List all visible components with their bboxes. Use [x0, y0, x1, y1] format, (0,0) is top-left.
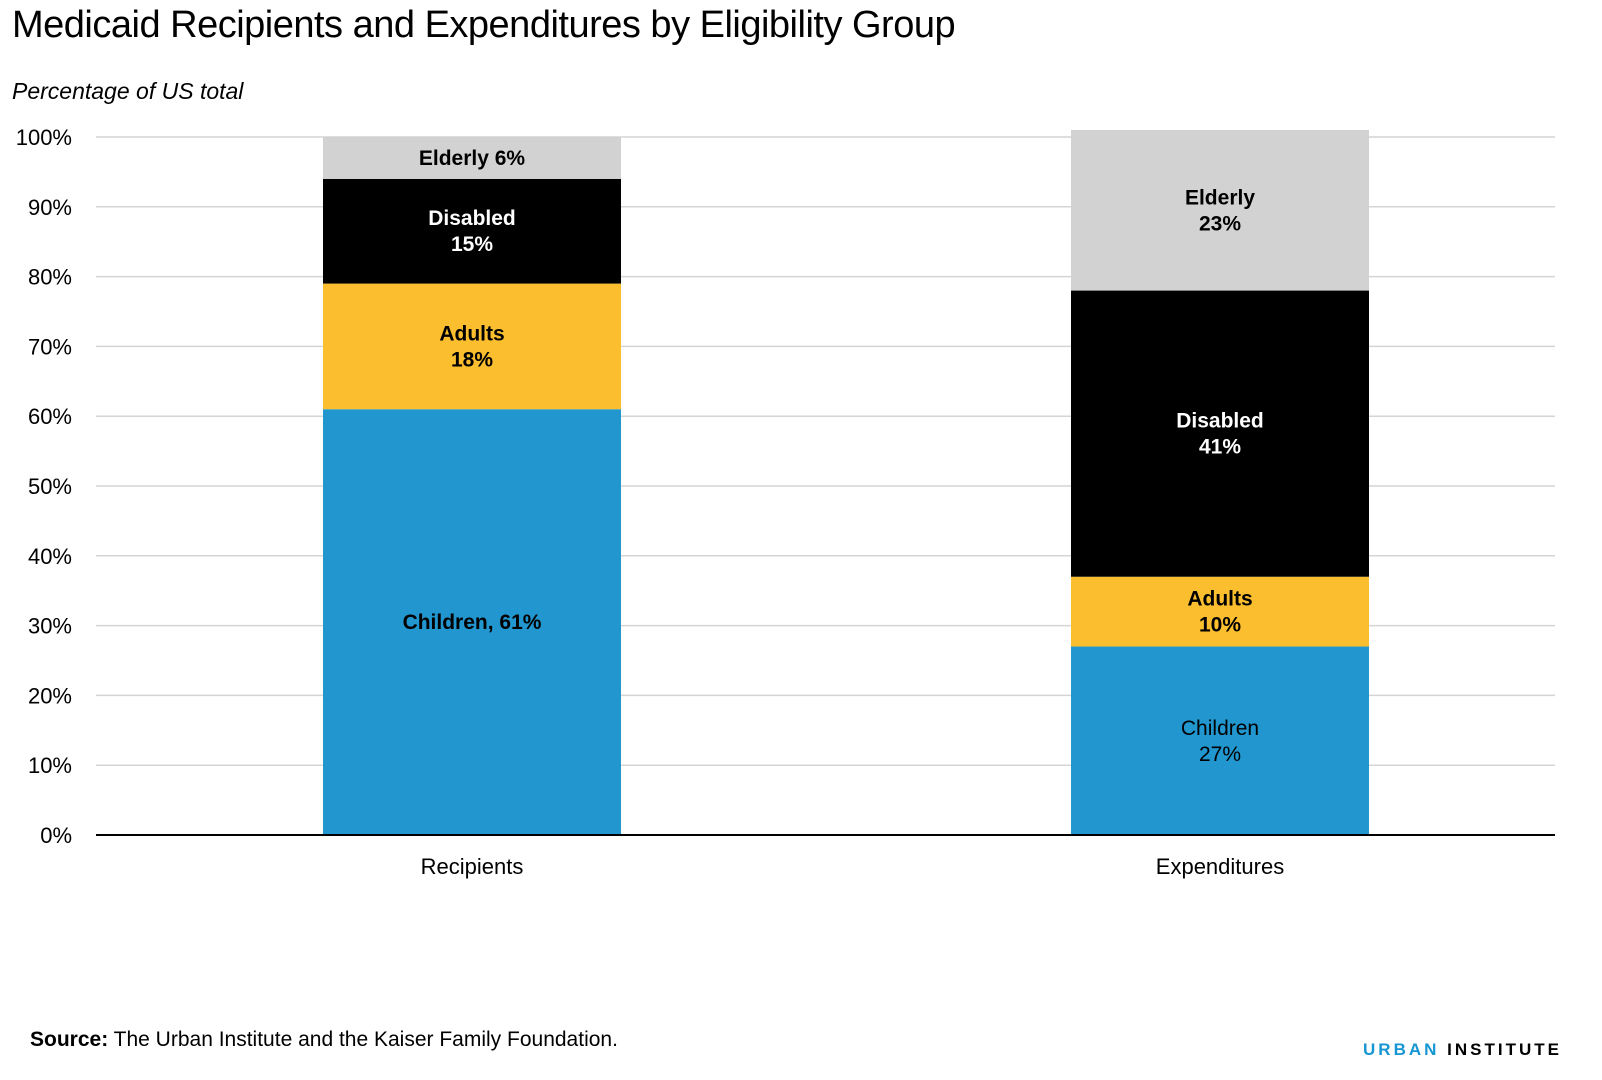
data-label-children: 27%	[1199, 743, 1241, 766]
y-tick-label: 0%	[40, 823, 72, 848]
data-label-children: Children	[1181, 717, 1259, 740]
data-label-adults: 18%	[451, 348, 493, 371]
data-label-disabled: Disabled	[428, 207, 516, 230]
source-note: Source: The Urban Institute and the Kais…	[30, 1028, 618, 1052]
y-axis-tick-labels: 0% 10% 20% 30% 40% 50% 60% 70% 80% 90% 100%	[16, 125, 72, 848]
bars	[323, 130, 1369, 835]
x-category-label: Recipients	[421, 854, 524, 879]
y-tick-label: 50%	[28, 474, 72, 499]
logo-word-institute: INSTITUTE	[1447, 1040, 1562, 1059]
urban-institute-logo: URBAN INSTITUTE	[1363, 1040, 1562, 1060]
bar-segment-disabled	[1071, 290, 1369, 577]
bar-segment-adults	[1071, 576, 1369, 647]
data-label-adults: 10%	[1199, 614, 1241, 637]
bar-segment-children	[1071, 646, 1369, 835]
y-tick-label: 40%	[28, 544, 72, 569]
source-text: The Urban Institute and the Kaiser Famil…	[113, 1028, 618, 1051]
bar-segment-elderly	[1071, 130, 1369, 291]
stacked-bar-chart: 0% 10% 20% 30% 40% 50% 60% 70% 80% 90% 100% Childr…	[16, 125, 1555, 879]
y-tick-label: 90%	[28, 195, 72, 220]
data-label-disabled: 15%	[451, 233, 493, 256]
bar-segment-children	[323, 409, 621, 835]
y-tick-label: 30%	[28, 614, 72, 639]
y-tick-label: 80%	[28, 265, 72, 290]
data-label-disabled: 41%	[1199, 436, 1241, 459]
data-labels: Children, 61% Adults 18% Disabled 15% Elderly…	[403, 147, 1264, 766]
logo-word-urban: URBAN	[1363, 1040, 1440, 1059]
y-tick-label: 20%	[28, 683, 72, 708]
y-tick-label: 70%	[28, 334, 72, 359]
y-tick-label: 100%	[16, 125, 72, 150]
chart-subtitle: Percentage of US total	[12, 78, 244, 104]
data-label-disabled: Disabled	[1176, 410, 1264, 433]
data-label-children: Children, 61%	[403, 611, 542, 634]
bar-segment-adults	[323, 283, 621, 410]
x-category-label: Expenditures	[1156, 854, 1284, 879]
y-tick-label: 60%	[28, 404, 72, 429]
source-label: Source:	[30, 1028, 109, 1051]
bar-segment-disabled	[323, 178, 621, 284]
x-axis-category-labels: Recipients Expenditures	[421, 854, 1285, 879]
data-label-elderly: 23%	[1199, 212, 1241, 235]
chart-title: Medicaid Recipients and Expenditures by …	[12, 4, 956, 46]
data-label-elderly: Elderly 6%	[419, 147, 526, 170]
data-label-adults: Adults	[439, 322, 504, 345]
data-label-elderly: Elderly	[1185, 186, 1255, 209]
bar-segment-elderly	[323, 137, 621, 179]
y-tick-label: 10%	[28, 753, 72, 778]
data-label-adults: Adults	[1187, 588, 1252, 611]
